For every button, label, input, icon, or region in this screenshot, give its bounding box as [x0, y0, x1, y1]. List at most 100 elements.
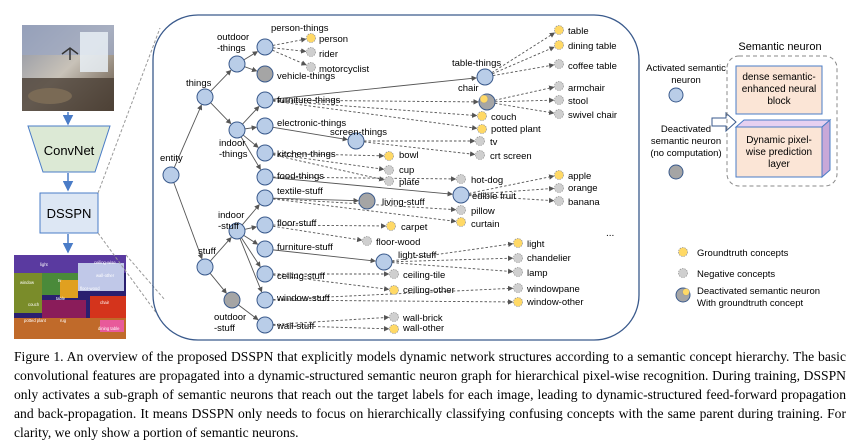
leaf-label-light: light — [527, 239, 545, 250]
node-ceiling-stuff — [256, 265, 274, 283]
edge-food_things-hot_dog — [272, 176, 457, 182]
node-furniture-things — [256, 91, 274, 109]
label-entity: entity — [160, 153, 183, 164]
seg-label: wall-other — [96, 273, 115, 278]
node-electronic-things — [256, 117, 274, 135]
legend-deactivated-circle — [668, 164, 684, 180]
edge-textile_stuff-curtain — [272, 198, 457, 224]
edge-indoor_stuff-furniture_stuff — [243, 234, 259, 245]
semantic-neuron-title: Semantic neuron — [738, 41, 821, 53]
edge-indoor_stuff-ceiling_stuff — [240, 237, 261, 268]
edge-electronic_things-screen_things — [272, 126, 349, 142]
edge-indoor_stuff-textile_stuff — [241, 204, 260, 226]
leaf-label-curtain: curtain — [471, 219, 500, 230]
label-outdoor-things: outdoor -things — [217, 32, 249, 54]
edge-table_things-dining_table — [492, 46, 555, 75]
node-floor-stuff — [256, 216, 274, 234]
legend-negative-dot — [678, 268, 688, 278]
leaf-label-couch: couch — [491, 112, 516, 123]
edge-floor_stuff-carpet — [272, 223, 387, 229]
leaf-label-apple: apple — [568, 171, 591, 182]
node-stuff — [196, 258, 214, 276]
legend: Activated semantic neuron Deactivated sema… — [646, 41, 838, 309]
label-wall-stuff: wall-stuff — [276, 321, 315, 332]
edge-entity-stuff — [173, 182, 203, 260]
edge-window_stuff-windowpane — [272, 285, 514, 301]
legend-deactivated-gt-label: Deactivated semantic neuron With groundtr… — [697, 286, 820, 309]
legend-activated-label: Activated semantic neuron — [646, 63, 726, 86]
edge-indoor_things-food_things — [240, 136, 261, 171]
pipeline: ConvNet DSSPN light ceiling-wise wall-othe… — [14, 25, 126, 339]
edge-table_things-coffee_table — [492, 63, 555, 77]
edge-furniture_things-potted_plant — [272, 100, 478, 131]
leaf-coffee-table — [554, 59, 564, 69]
node-chair-gt — [479, 94, 489, 104]
leaf-table — [554, 25, 564, 35]
seg-label: chair — [100, 300, 110, 305]
leaf-label-lamp: lamp — [527, 268, 548, 279]
leaf-label-tv: tv — [490, 137, 498, 148]
edge-indoor_stuff-floor_stuff — [244, 225, 258, 231]
edge-things-outdoor_things — [210, 69, 232, 92]
edge-floor_stuff-floor_wood — [272, 225, 363, 243]
seg-label: potted plant — [24, 318, 47, 323]
edge-indoor_things-electronic_things — [244, 125, 257, 131]
edge-furniture_stuff-light_stuff — [272, 249, 376, 264]
leaf-dining-table — [554, 40, 564, 50]
leaf-label-floor-wood: floor-wood — [376, 237, 420, 248]
leaf-stool — [554, 95, 564, 105]
leaf-ceiling-other — [389, 285, 399, 295]
leaf-label-table: table — [568, 26, 589, 37]
leaf-plate — [384, 176, 394, 186]
leaf-label-potted-plant: potted plant — [491, 124, 541, 135]
label-table-things: table-things — [452, 58, 501, 69]
leaf-label-rider: rider — [319, 49, 338, 60]
leaf-windowpane — [513, 283, 523, 293]
label-furniture-things: furniture-things — [277, 95, 341, 106]
leaf-light — [513, 238, 523, 248]
dsspn-label: DSSPN — [47, 206, 92, 221]
leaf-label-dining-table: dining table — [568, 41, 617, 52]
legend-activated-circle — [668, 87, 684, 103]
label-chair: chair — [458, 83, 479, 94]
leaf-label-wall-brick: wall-brick — [402, 313, 443, 324]
edge-kitchen_things-bowl — [272, 152, 385, 159]
label-living-stuff: living-stuff — [382, 197, 425, 208]
leaf-label-stool: stool — [568, 96, 588, 107]
leaf-label-plate: plate — [399, 177, 420, 188]
leaf-label-wall-other: wall-other — [402, 323, 444, 334]
leaf-swivel-chair — [554, 109, 564, 119]
projection-line-output — [125, 254, 166, 301]
leaf-wall-other — [389, 324, 399, 334]
edge-ceiling_stuff-ceiling_other — [272, 274, 390, 292]
node-light-stuff — [375, 253, 393, 271]
semantic-neuron-box — [726, 55, 838, 187]
label-screen-things: screen-things — [330, 127, 387, 138]
leaf-ceiling-tile — [389, 269, 399, 279]
leaf-label-coffee-table: coffee table — [568, 61, 617, 72]
edge-indoor_stuff-window_stuff — [239, 238, 263, 293]
edge-furniture_things-table_things — [272, 75, 477, 100]
edge-food_things-edible_fruit — [272, 177, 453, 197]
node-edible-fruit — [452, 186, 470, 204]
leaf-label-banana: banana — [568, 197, 600, 208]
edge-kitchen_things-cup — [272, 153, 385, 172]
leaf-hot-dog — [456, 174, 466, 184]
label-outdoor-stuff: outdoor -stuff — [214, 312, 246, 334]
leaf-label-ceiling-tile: ceiling-tile — [403, 270, 445, 281]
leaf-person — [306, 33, 316, 43]
edge-kitchen_things-plate — [272, 154, 385, 182]
node-textile-stuff — [256, 189, 274, 207]
node-person-things — [256, 38, 274, 56]
prediction-block-side — [821, 118, 831, 179]
edge-light_stuff-chandelier — [391, 255, 514, 263]
leaf-curtain — [456, 217, 466, 227]
label-kitchen-things: kitchen-things — [277, 149, 336, 160]
node-furniture-stuff — [256, 240, 274, 258]
edge-outdoor_stuff-wall_stuff — [238, 304, 259, 321]
leaf-label-pillow: pillow — [471, 206, 495, 217]
node-window-stuff — [256, 291, 274, 309]
dsspn-overview-diagram: ConvNet DSSPN light ceiling-wise wall-othe… — [14, 14, 838, 341]
edge-indoor_things-kitchen_things — [242, 134, 259, 148]
edge-screen_things-crt_screen — [363, 141, 476, 157]
